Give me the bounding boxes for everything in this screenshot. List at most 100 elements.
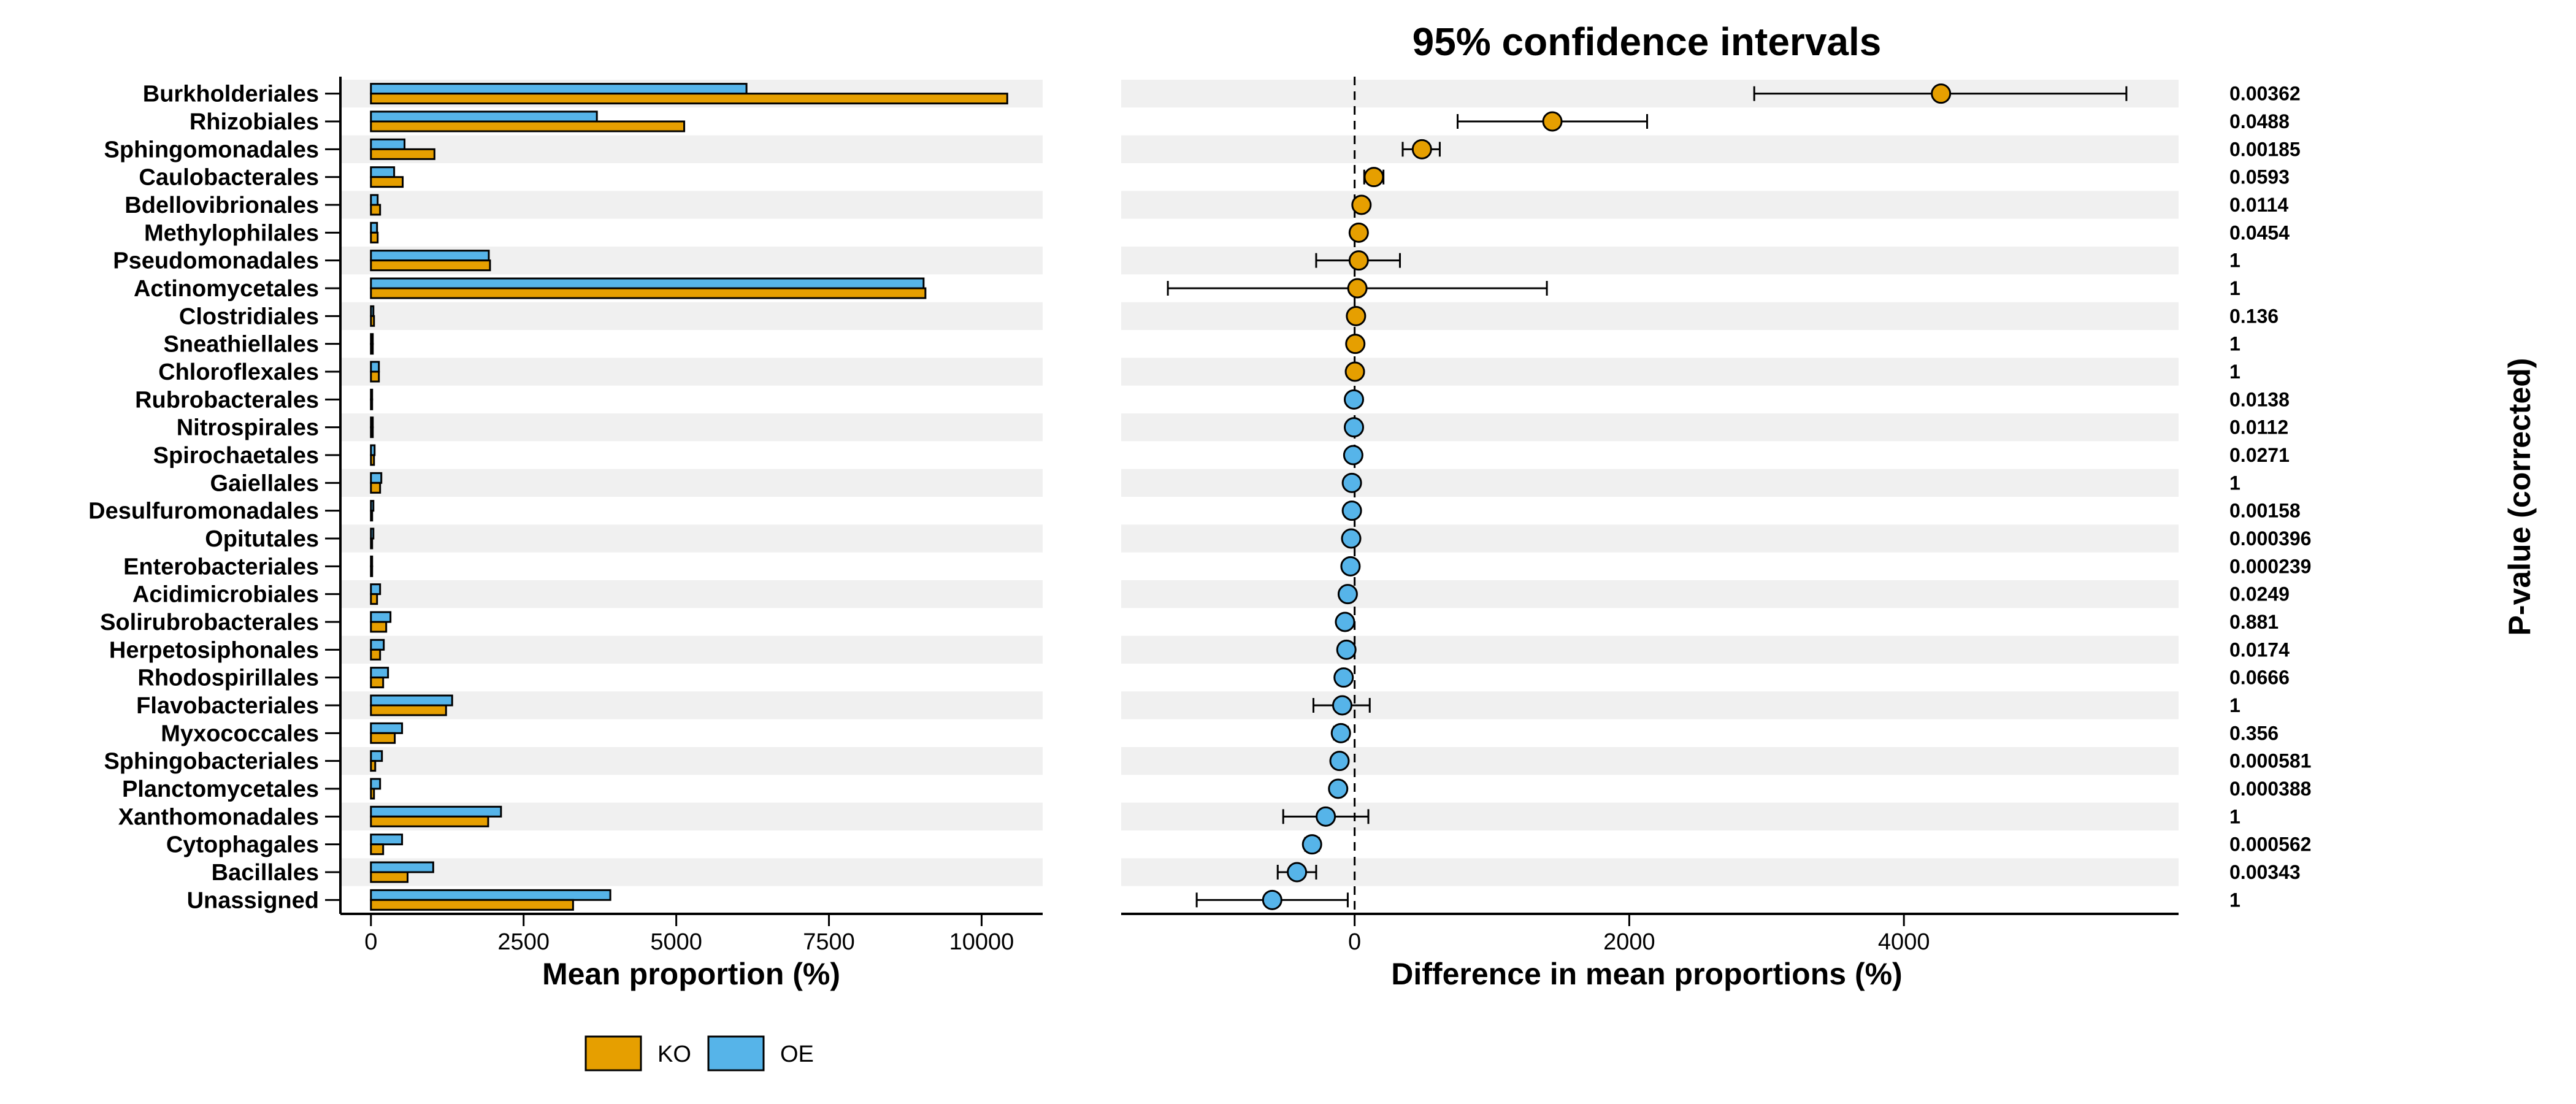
- difference-point: [1347, 278, 1368, 299]
- x-tick-label: 0: [1348, 929, 1361, 955]
- bar-oe: [370, 583, 381, 596]
- difference-point: [1329, 751, 1350, 772]
- bar-ko: [370, 732, 396, 744]
- row-stripe: [1121, 413, 2179, 442]
- category-label: Clostridiales: [179, 304, 319, 329]
- category-label: Flavobacteriales: [136, 693, 319, 719]
- bar-oe: [370, 527, 375, 540]
- category-label: Actinomycetales: [134, 276, 319, 302]
- category-label: Gaiellales: [210, 470, 319, 496]
- bar-ko: [370, 454, 375, 466]
- bar-oe: [370, 778, 381, 790]
- bar-oe: [370, 194, 379, 206]
- difference-point: [1344, 417, 1365, 438]
- row-stripe: [1121, 247, 2179, 275]
- bar-ko: [370, 648, 381, 661]
- p-value-label: 0.0666: [2229, 667, 2290, 689]
- p-value-label: 0.0112: [2229, 416, 2288, 439]
- x-tick-label: 4000: [1878, 929, 1930, 955]
- legend-swatch-oe: [707, 1035, 765, 1071]
- bar-ko: [370, 259, 491, 272]
- row-stripe: [1121, 358, 2179, 386]
- bar-ko: [370, 231, 379, 243]
- category-label: Planctomycetales: [122, 776, 319, 802]
- p-value-labels: 0.00362 0.0488 0.00185 0.0593 0.0114 0.0454 1 1…: [2229, 83, 2311, 911]
- chart-title: 95% confidence intervals: [1413, 20, 1882, 64]
- bar-ko: [370, 704, 447, 716]
- legend-swatch-ko: [585, 1035, 642, 1071]
- category-label: Rubrobacterales: [135, 387, 319, 413]
- difference-point: [1346, 305, 1367, 326]
- x-tick-label: 2500: [497, 929, 550, 955]
- row-stripe: [340, 858, 1043, 886]
- bar-ko: [370, 815, 489, 827]
- bar-ko: [370, 760, 377, 772]
- bar-ko: [370, 148, 435, 160]
- category-label: Chloroflexales: [158, 359, 319, 385]
- bar-oe: [370, 83, 748, 95]
- category-label: Herpetosiphonales: [109, 637, 319, 663]
- row-stripe: [340, 524, 1043, 553]
- bar-oe: [370, 110, 598, 123]
- right-axes: 0 2000 4000: [1121, 77, 2179, 955]
- difference-point: [1328, 778, 1349, 799]
- legend-label-ko: KO: [657, 1041, 691, 1067]
- p-value-label: 1: [2229, 889, 2241, 911]
- difference-point: [1363, 167, 1384, 188]
- difference-point: [1332, 695, 1352, 716]
- p-value-label: 0.136: [2229, 305, 2279, 327]
- bar-ko: [370, 93, 1008, 105]
- difference-point: [1931, 83, 1952, 104]
- bar-oe: [370, 305, 375, 317]
- difference-point: [1411, 139, 1432, 159]
- category-label: Xanthomonadales: [118, 804, 319, 830]
- category-label: Opitutales: [205, 526, 319, 552]
- category-label: Enterobacteriales: [123, 554, 319, 580]
- category-label: Caulobacterales: [139, 165, 319, 191]
- row-stripe: [340, 635, 1043, 664]
- p-value-label: 0.881: [2229, 611, 2279, 633]
- bar-ko: [370, 899, 574, 911]
- bar-ko: [370, 677, 385, 689]
- bar-oe: [370, 694, 453, 707]
- category-label: Desulfuromonadales: [88, 499, 319, 524]
- difference-point: [1330, 723, 1351, 743]
- difference-point: [1348, 250, 1369, 271]
- difference-point: [1337, 584, 1358, 605]
- p-value-label: 0.0593: [2229, 166, 2290, 188]
- difference-point: [1351, 194, 1372, 215]
- row-stripe: [1121, 191, 2179, 219]
- p-value-label: 0.000396: [2229, 527, 2311, 550]
- bar-ko: [370, 398, 374, 410]
- bar-oe: [370, 138, 406, 150]
- p-value-label: 0.356: [2229, 722, 2279, 744]
- bar-oe: [370, 667, 389, 679]
- x-tick-label: 10000: [949, 929, 1014, 955]
- difference-point: [1316, 806, 1336, 827]
- bar-ko: [370, 481, 381, 494]
- bar-ko: [370, 843, 385, 856]
- p-value-label: 0.00185: [2229, 138, 2301, 160]
- bar-oe: [370, 333, 374, 345]
- p-value-label: 1: [2229, 805, 2241, 827]
- bar-ko: [370, 343, 374, 355]
- category-label: Cytophagales: [166, 832, 319, 858]
- bar-ko: [370, 621, 388, 633]
- category-label: Methylophilales: [144, 220, 319, 246]
- row-stripe: [340, 580, 1043, 608]
- bar-ko: [370, 426, 374, 439]
- bar-ko: [370, 204, 381, 216]
- left-axes: 0 2500 5000 7500 10000: [339, 77, 1043, 955]
- bar-oe: [370, 361, 380, 373]
- p-value-axis-label: P-value (corrected): [2502, 358, 2537, 636]
- p-value-label: 1: [2229, 333, 2241, 355]
- p-value-label: 0.0249: [2229, 583, 2290, 605]
- left-x-axis-label: Mean proportion (%): [542, 957, 840, 991]
- bar-ko: [370, 287, 927, 299]
- row-stripe: [340, 413, 1043, 442]
- p-value-label: 0.000581: [2229, 750, 2311, 772]
- legend-label-oe: OE: [780, 1041, 814, 1067]
- bar-oe: [370, 611, 392, 623]
- bar-ko: [370, 510, 374, 522]
